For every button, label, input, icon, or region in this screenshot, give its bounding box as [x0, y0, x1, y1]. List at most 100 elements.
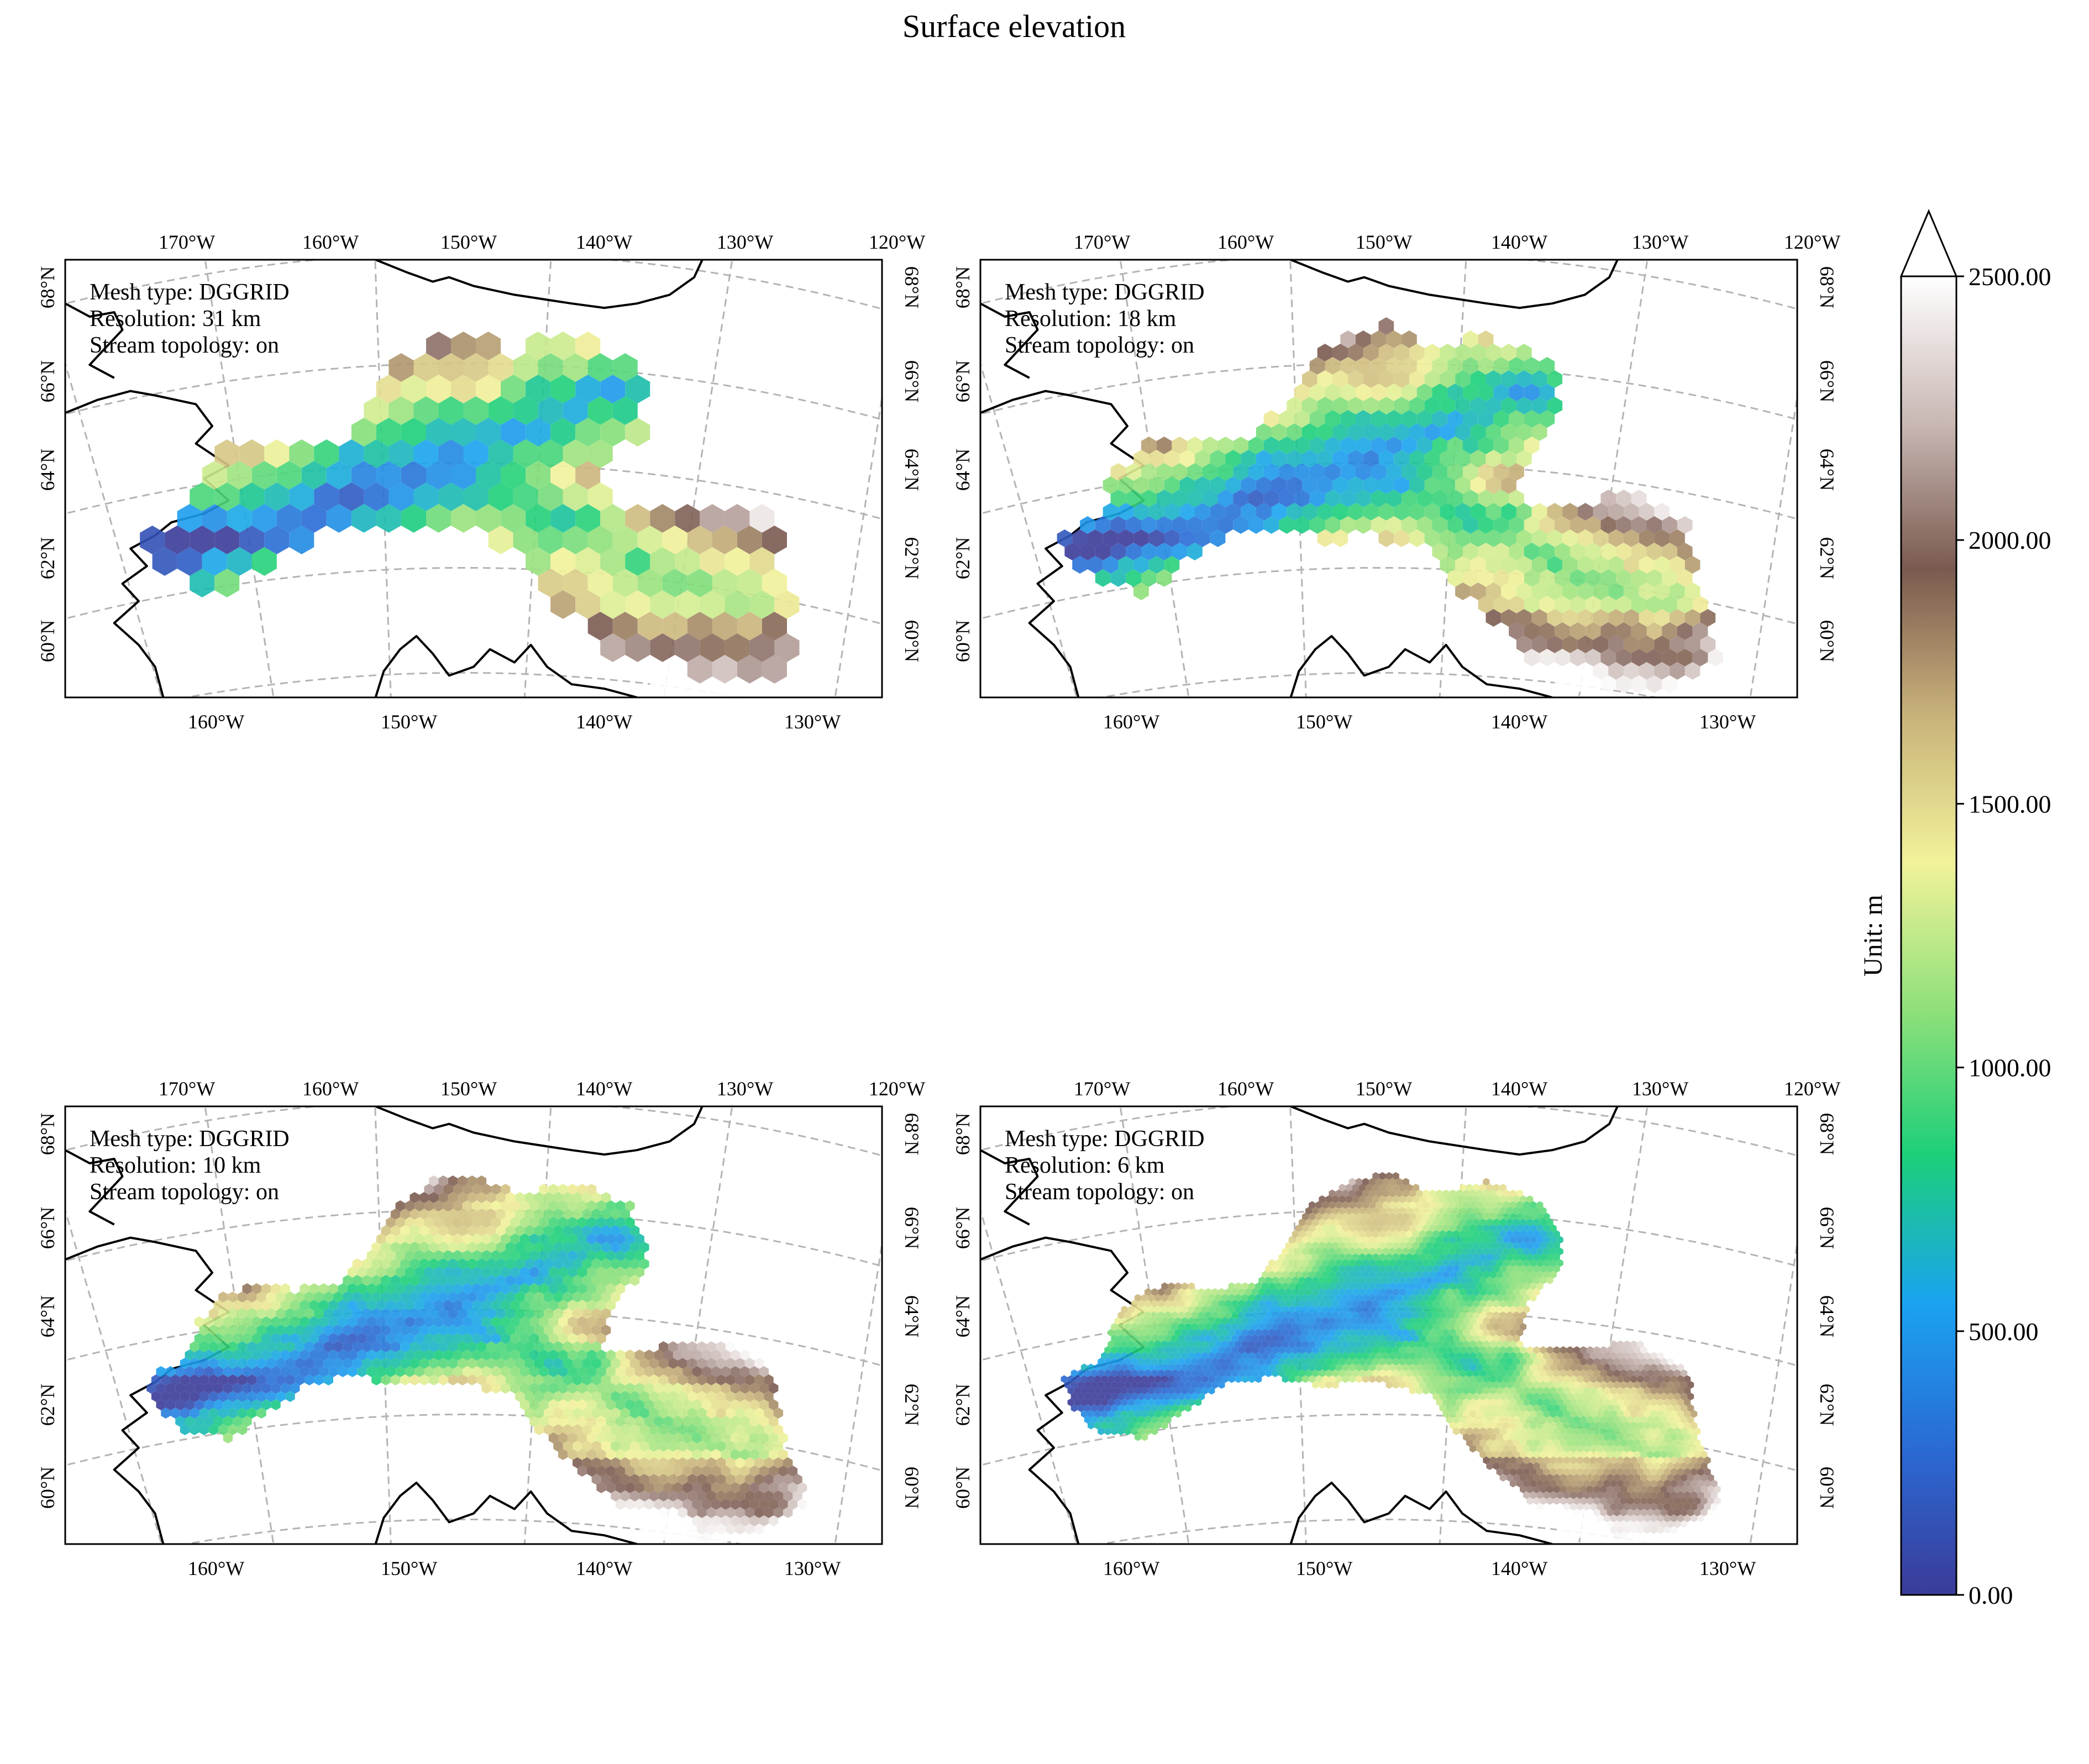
elevation-cell — [1389, 1317, 1396, 1325]
elevation-cell — [726, 1374, 736, 1385]
elevation-cell — [601, 1358, 611, 1369]
elevation-cell — [1540, 1439, 1547, 1447]
elevation-cell — [1540, 1277, 1547, 1284]
elevation-cell — [1536, 1421, 1544, 1430]
elevation-cell — [634, 1416, 644, 1427]
elevation-cell — [510, 1250, 520, 1261]
elevation-cell — [788, 1515, 797, 1526]
elevation-cell — [180, 1358, 190, 1369]
elevation-cell — [1483, 1363, 1490, 1372]
elevation-cell — [539, 1184, 549, 1195]
elevation-cell — [1235, 1305, 1242, 1314]
elevation-cell — [472, 1217, 482, 1228]
elevation-cell — [1466, 1404, 1473, 1412]
elevation-cell — [1174, 1305, 1182, 1314]
elevation-cell — [1356, 1294, 1363, 1302]
elevation-cell — [1555, 622, 1570, 640]
elevation-cell — [251, 1283, 262, 1294]
elevation-cell — [1389, 1247, 1396, 1256]
elevation-cell — [1205, 1381, 1212, 1389]
elevation-cell — [389, 353, 414, 382]
elevation-cell — [1469, 1433, 1477, 1441]
elevation-cell — [1184, 1381, 1192, 1389]
elevation-cell — [692, 1383, 702, 1394]
elevation-cell — [1133, 529, 1149, 547]
elevation-cell — [1520, 1207, 1527, 1215]
elevation-cell — [1639, 609, 1655, 627]
elevation-cell — [1255, 1375, 1262, 1383]
elevation-cell — [1184, 1346, 1192, 1354]
coastline-segment — [1289, 635, 1553, 697]
elevation-cell — [573, 1192, 582, 1203]
elevation-cell — [1539, 543, 1555, 560]
elevation-cell — [1245, 1335, 1252, 1342]
elevation-cell — [1356, 1201, 1363, 1209]
elevation-cell — [1121, 1305, 1128, 1314]
elevation-cell — [1379, 1311, 1386, 1319]
elevation-cell — [1452, 1404, 1460, 1412]
elevation-cell — [1161, 1352, 1168, 1360]
elevation-cell — [1362, 1352, 1369, 1360]
elevation-cell — [764, 1424, 774, 1435]
bottom-longitude-label: 160°W — [188, 1557, 244, 1579]
elevation-cell — [1335, 1375, 1342, 1383]
elevation-cell — [1593, 503, 1609, 521]
elevation-cell — [1456, 1201, 1463, 1209]
elevation-cell — [1108, 1421, 1115, 1430]
elevation-cell — [740, 1515, 750, 1526]
elevation-cell — [1426, 1311, 1433, 1319]
elevation-cell — [1248, 1375, 1256, 1383]
elevation-cell — [1114, 1421, 1121, 1430]
elevation-cell — [1483, 1305, 1490, 1314]
elevation-cell — [214, 526, 240, 554]
elevation-cell — [534, 1358, 544, 1369]
elevation-cell — [568, 1383, 578, 1394]
elevation-cell — [1161, 1410, 1168, 1418]
elevation-cell — [1127, 1329, 1135, 1337]
elevation-cell — [1382, 1259, 1389, 1267]
elevation-cell — [1332, 1300, 1339, 1308]
elevation-cell — [1228, 1282, 1235, 1290]
elevation-cell — [419, 1242, 429, 1253]
elevation-cell — [1141, 516, 1157, 534]
elevation-cell — [1088, 529, 1103, 547]
elevation-cell — [1452, 1358, 1460, 1366]
elevation-cell — [1469, 1445, 1477, 1453]
elevation-cell — [1258, 1335, 1266, 1342]
elevation-cell — [1523, 1363, 1530, 1372]
elevation-cell — [1133, 582, 1149, 600]
elevation-cell — [410, 1358, 419, 1369]
elevation-cell — [606, 1267, 616, 1278]
elevation-cell — [692, 1399, 702, 1410]
elevation-cell — [185, 1350, 195, 1361]
elevation-cell — [524, 1292, 534, 1303]
elevation-cell — [1587, 1462, 1594, 1470]
elevation-cell — [1298, 1242, 1305, 1250]
elevation-cell — [1432, 1253, 1440, 1261]
elevation-cell — [611, 1242, 621, 1253]
elevation-cell — [1496, 1317, 1503, 1325]
elevation-cell — [1295, 1259, 1302, 1267]
elevation-cell — [544, 1209, 554, 1220]
elevation-cell — [1449, 1387, 1456, 1395]
elevation-cell — [587, 1466, 597, 1477]
elevation-cell — [1164, 450, 1180, 468]
elevation-cell — [462, 1267, 473, 1278]
elevation-cell — [706, 1507, 716, 1518]
elevation-cell — [1171, 1288, 1178, 1296]
elevation-cell — [433, 1283, 444, 1294]
elevation-cell — [1233, 463, 1248, 481]
elevation-cell — [1543, 1259, 1550, 1267]
elevation-cell — [1292, 1242, 1299, 1250]
elevation-cell — [725, 547, 750, 576]
elevation-cell — [634, 1267, 644, 1278]
elevation-cell — [1366, 1300, 1373, 1308]
elevation-cell — [1550, 1236, 1557, 1244]
elevation-cell — [1392, 1253, 1399, 1261]
elevation-cell — [1402, 516, 1417, 534]
elevation-cell — [1627, 1358, 1634, 1366]
elevation-cell — [1499, 1369, 1507, 1377]
elevation-cell — [390, 1325, 401, 1336]
elevation-cell — [1168, 1294, 1175, 1302]
elevation-cell — [264, 482, 290, 511]
